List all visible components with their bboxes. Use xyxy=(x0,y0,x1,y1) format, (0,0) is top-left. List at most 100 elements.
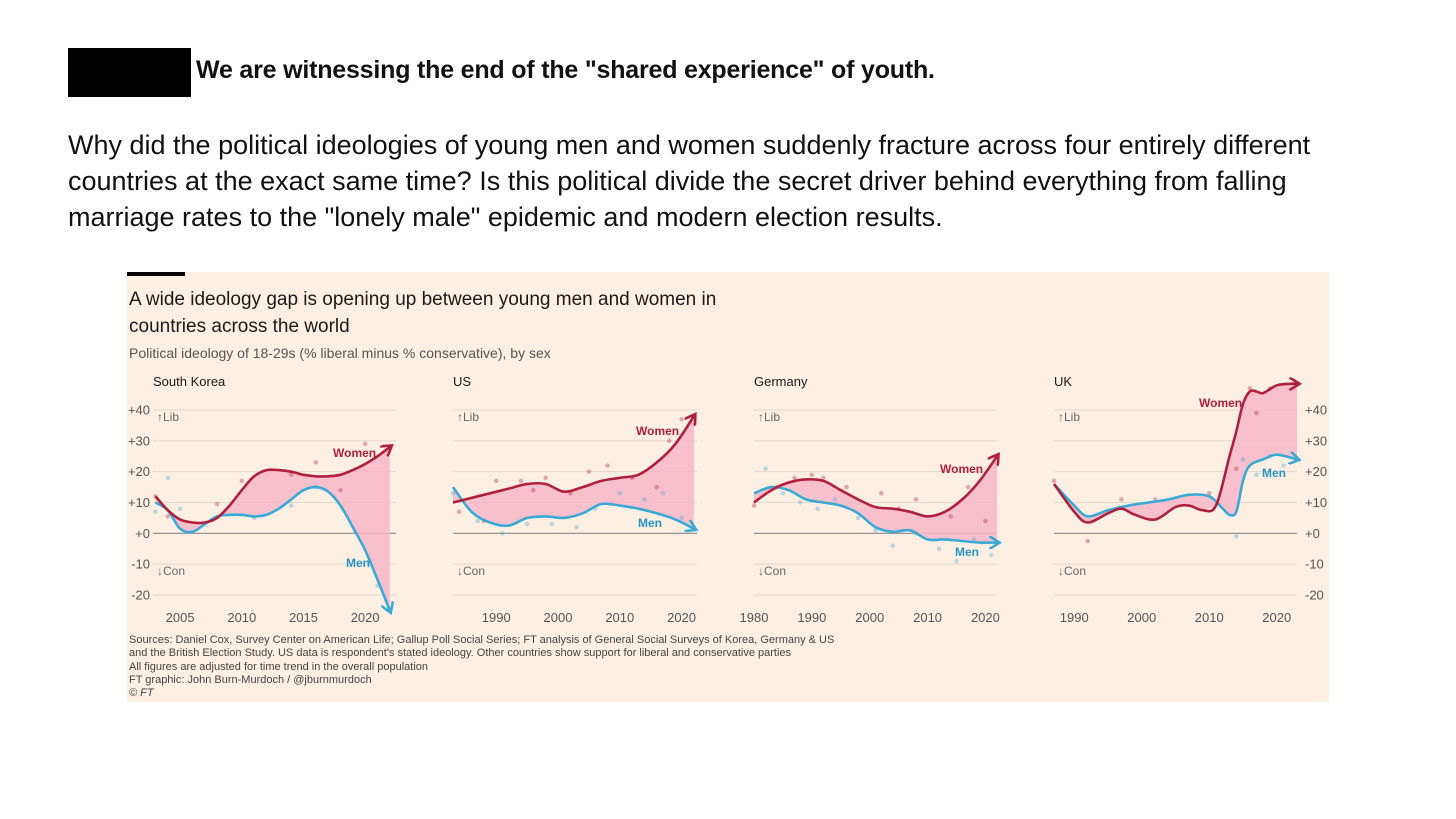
lib-label: ↑Lib xyxy=(457,410,479,424)
x-tick-label: 2020 xyxy=(1262,610,1291,625)
y-tick-label: +20 xyxy=(128,464,150,479)
y-tick-label: -20 xyxy=(1305,588,1324,603)
men-point xyxy=(153,509,158,515)
x-tick-label: 1990 xyxy=(1060,610,1089,625)
men-label: Men xyxy=(346,556,370,570)
women-label: Women xyxy=(940,462,983,476)
men-label: Men xyxy=(638,516,662,530)
men-label: Men xyxy=(955,545,979,559)
x-tick-label: 2020 xyxy=(667,610,696,625)
con-label: ↓Con xyxy=(758,564,786,578)
women-point xyxy=(518,478,524,484)
y-tick-label: +10 xyxy=(1305,495,1327,510)
men-point xyxy=(832,497,838,502)
women-point xyxy=(239,478,245,484)
men-point xyxy=(679,515,684,521)
gap-area xyxy=(155,447,390,611)
panel-title: South Korea xyxy=(153,374,226,389)
y-tick-label: -10 xyxy=(131,557,150,572)
intro-paragraph: Why did the political ideologies of youn… xyxy=(68,130,1311,232)
women-point xyxy=(338,487,343,493)
chart-title: A wide ideology gap is opening up betwee… xyxy=(129,289,717,337)
source-line: FT graphic: John Burn-Murdoch / @jburnmu… xyxy=(129,673,372,686)
women-point xyxy=(1051,478,1057,484)
women-point xyxy=(493,478,499,484)
women-point xyxy=(313,460,319,465)
y-tick-label: +10 xyxy=(128,495,150,510)
women-point xyxy=(666,438,672,444)
women-point xyxy=(362,441,368,447)
women-point xyxy=(948,514,954,519)
panel-germany: Germany ↑Lib ↓Con 1980 1990 2000 2010 2020 Women… xyxy=(740,374,1000,625)
women-point xyxy=(654,484,660,490)
men-point xyxy=(574,524,579,530)
women-point xyxy=(543,475,548,481)
men-point xyxy=(988,552,994,558)
x-tick-label: 1990 xyxy=(482,610,511,625)
women-point xyxy=(1206,490,1212,496)
men-point xyxy=(971,537,977,542)
women-point xyxy=(1254,410,1259,416)
x-tick-label: 2015 xyxy=(289,610,318,625)
y-tick-label: +30 xyxy=(128,433,150,448)
men-point xyxy=(475,518,481,524)
men-label: Men xyxy=(1262,466,1286,480)
source-line: and the British Election Study. US data … xyxy=(129,647,792,660)
y-tick-label: -20 xyxy=(131,588,150,603)
panel-uk: UK +40 +30 +20 +10 +0 -10 -20 ↑Lib ↓Con 1990 2000 20… xyxy=(1051,374,1327,625)
panel-title: UK xyxy=(1054,374,1072,389)
x-tick-label: 2020 xyxy=(351,610,380,625)
men-point xyxy=(288,503,294,508)
headline: We are witnessing the end of the "shared… xyxy=(196,56,935,84)
x-tick-label: 2010 xyxy=(913,610,942,625)
women-label: Women xyxy=(1199,396,1242,410)
panel-title: US xyxy=(453,374,471,389)
men-point xyxy=(524,521,530,527)
y-tick-label: +40 xyxy=(128,403,150,418)
women-point xyxy=(214,501,220,507)
women-point xyxy=(792,475,797,481)
con-label: ↓Con xyxy=(1058,564,1086,578)
copyright: © FT xyxy=(129,687,154,700)
women-point xyxy=(1085,538,1091,544)
men-point xyxy=(1233,534,1239,539)
con-label: ↓Con xyxy=(157,564,185,578)
panel-us: US ↑Lib ↓Con 1990 2000 2010 2020 Women Men xyxy=(450,374,697,625)
men-line xyxy=(451,486,694,529)
men-point xyxy=(660,490,666,496)
x-tick-label: 2000 xyxy=(544,610,573,625)
gap-area xyxy=(453,416,694,529)
men-point xyxy=(165,475,171,481)
men-point xyxy=(1240,457,1246,462)
x-tick-label: 1990 xyxy=(797,610,826,625)
women-line xyxy=(452,416,694,504)
lib-label: ↑Lib xyxy=(157,410,179,424)
men-line xyxy=(753,485,997,543)
men-point xyxy=(642,497,647,502)
men-point xyxy=(855,515,861,521)
x-tick-label: 2005 xyxy=(166,610,195,625)
lib-label: ↑Lib xyxy=(758,410,780,424)
women-label: Women xyxy=(333,446,376,460)
chart-subtitle: Political ideology of 18-29s (% liberal … xyxy=(129,345,551,361)
men-point xyxy=(954,558,959,564)
men-point xyxy=(1254,472,1259,478)
men-point xyxy=(780,490,786,496)
x-tick-label: 1980 xyxy=(740,610,769,625)
redacted-block xyxy=(68,48,191,97)
y-tick-label: -10 xyxy=(1305,557,1324,572)
women-point xyxy=(983,518,988,524)
x-tick-label: 2010 xyxy=(227,610,256,625)
women-point xyxy=(821,475,826,481)
men-point xyxy=(797,500,803,505)
women-line xyxy=(1052,384,1297,524)
women-point xyxy=(165,514,171,519)
y-tick-label: +30 xyxy=(1305,433,1327,448)
women-label: Women xyxy=(636,424,679,438)
x-tick-label: 2000 xyxy=(855,610,884,625)
men-line xyxy=(154,485,390,610)
lib-label: ↑Lib xyxy=(1058,410,1080,424)
men-point xyxy=(763,466,768,471)
panel-title: Germany xyxy=(754,374,808,389)
